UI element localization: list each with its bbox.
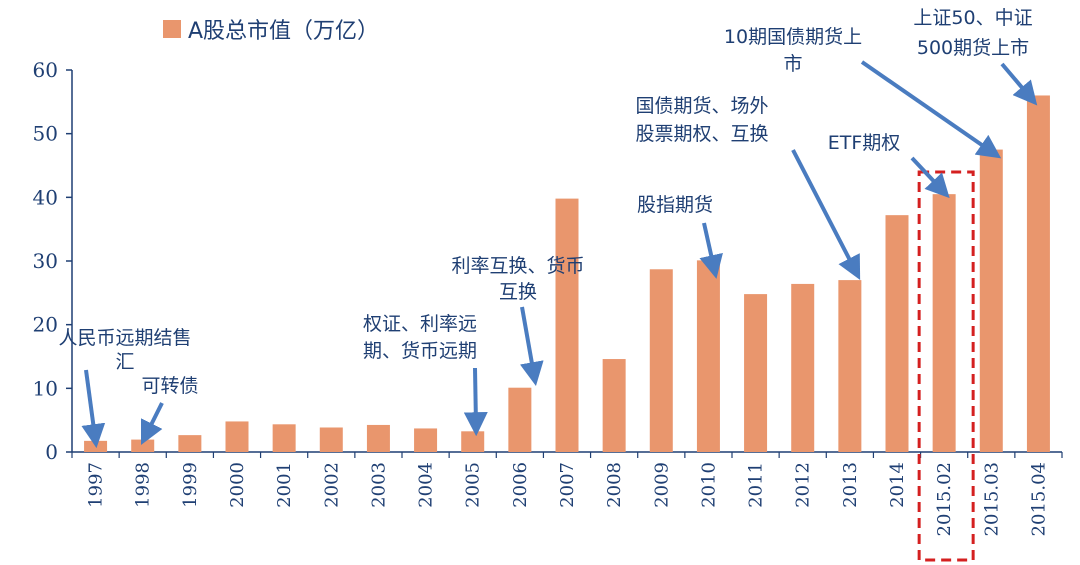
x-tick-label: 1998 <box>133 462 154 508</box>
annotation-text: 国债期货、场外 <box>635 95 768 117</box>
y-tick-label: 40 <box>33 185 58 209</box>
bar-1999 <box>178 435 202 452</box>
y-tick-label: 50 <box>33 122 58 146</box>
bar-2010 <box>696 260 720 452</box>
bar-2004 <box>414 428 438 452</box>
bar-2003 <box>366 424 390 452</box>
annotation-arrow <box>910 156 950 199</box>
bar-1998 <box>131 439 155 452</box>
y-tick-label: 30 <box>33 249 58 273</box>
y-tick-label: 10 <box>33 376 58 400</box>
annotation-arrow <box>140 402 164 446</box>
bar-2014 <box>885 215 909 452</box>
x-tick-label: 2005 <box>463 462 484 508</box>
annotation-2015.02: ETF期权 <box>828 132 950 199</box>
x-tick-label: 2015.03 <box>981 462 1002 536</box>
bar-2008 <box>602 359 626 452</box>
x-tick-label: 2004 <box>416 462 437 508</box>
legend-label: A股总市值（万亿） <box>188 19 379 44</box>
annotation-text: 权证、利率远 <box>363 313 477 335</box>
x-tick-label: 2014 <box>887 462 908 508</box>
bar-2011 <box>744 294 768 452</box>
y-tick-label: 20 <box>33 313 58 337</box>
annotation-text: 人民币远期结售 <box>58 327 191 349</box>
x-tick-label: 2008 <box>604 462 625 508</box>
x-tick-label: 2002 <box>321 462 342 508</box>
legend-swatch <box>163 20 181 38</box>
annotations: 人民币远期结售汇可转债权证、利率远期、货币远期利率互换、货币互换股指期货国债期货… <box>58 7 1038 449</box>
x-tick-label: 2015.04 <box>1028 462 1049 536</box>
x-tick-label: 2006 <box>510 462 531 508</box>
annotation-text: 10期国债期货上 <box>724 26 862 48</box>
annotation-arrow <box>791 149 861 280</box>
legend: A股总市值（万亿） <box>163 19 379 44</box>
x-tick-label: 2015.02 <box>934 462 955 536</box>
bar-2000 <box>225 421 249 452</box>
bar-2015.02 <box>932 194 956 452</box>
x-tick-label: 2003 <box>368 462 389 508</box>
x-tick-label: 2011 <box>746 462 767 508</box>
annotation-text: 期、货币远期 <box>363 340 477 362</box>
bar-2005 <box>461 431 485 452</box>
annotation-arrow <box>81 369 106 449</box>
x-tick-labels: 1997 1998 1999 2000 2001 2002 2003 2004 2005 2006… <box>86 462 1050 536</box>
x-tick-label: 1999 <box>180 462 201 508</box>
x-tick-label: 2010 <box>698 462 719 508</box>
annotation-arrow <box>699 222 723 279</box>
annotation-1998: 可转债 <box>140 375 199 446</box>
x-tick-label: 2009 <box>651 462 672 508</box>
bar-2002 <box>319 427 343 452</box>
annotation-text: 汇 <box>115 351 134 373</box>
y-tick-label: 0 <box>45 440 58 464</box>
bar-2009 <box>649 269 673 452</box>
annotation-2015.04: 上证50、中证 500期货上市 <box>913 7 1038 106</box>
annotation-arrow <box>860 60 1002 159</box>
annotation-text: 500期货上市 <box>917 37 1029 59</box>
annotation-text: 股指期货 <box>637 194 713 216</box>
annotation-text: 利率互换、货币 <box>451 255 584 277</box>
y-tick-label: 60 <box>33 58 58 82</box>
highlight-box-group <box>917 170 975 562</box>
annotation-text: 可转债 <box>141 375 198 397</box>
annotation-arrow <box>1000 62 1038 106</box>
x-tick-label: 2013 <box>840 462 861 508</box>
highlight-box <box>917 170 975 562</box>
x-tick-label: 2012 <box>793 462 814 508</box>
bar-2013 <box>838 280 862 452</box>
bar-2012 <box>791 283 815 452</box>
x-tick-label: 2007 <box>557 462 578 508</box>
bar-2015.03 <box>979 149 1003 453</box>
x-tick-label: 1997 <box>86 462 107 508</box>
annotation-arrow <box>463 367 488 437</box>
annotation-text: 上证50、中证 <box>913 7 1032 29</box>
bar-2001 <box>272 424 296 452</box>
bar-2007 <box>555 198 579 452</box>
x-tick-label: 2001 <box>274 462 295 508</box>
annotation-arrow <box>519 306 544 387</box>
bar-1997 <box>84 440 108 452</box>
bars <box>84 95 1050 453</box>
x-tick-label: 2000 <box>227 462 248 508</box>
annotation-text: 市 <box>783 53 802 75</box>
bar-2006 <box>508 387 532 452</box>
annotation-text: 互换 <box>499 281 537 303</box>
bar-2015.04 <box>1026 95 1050 452</box>
annotation-text: ETF期权 <box>828 132 901 154</box>
annotation-text: 股票期权、互换 <box>635 123 768 145</box>
annotation-2010: 股指期货 <box>637 194 723 279</box>
